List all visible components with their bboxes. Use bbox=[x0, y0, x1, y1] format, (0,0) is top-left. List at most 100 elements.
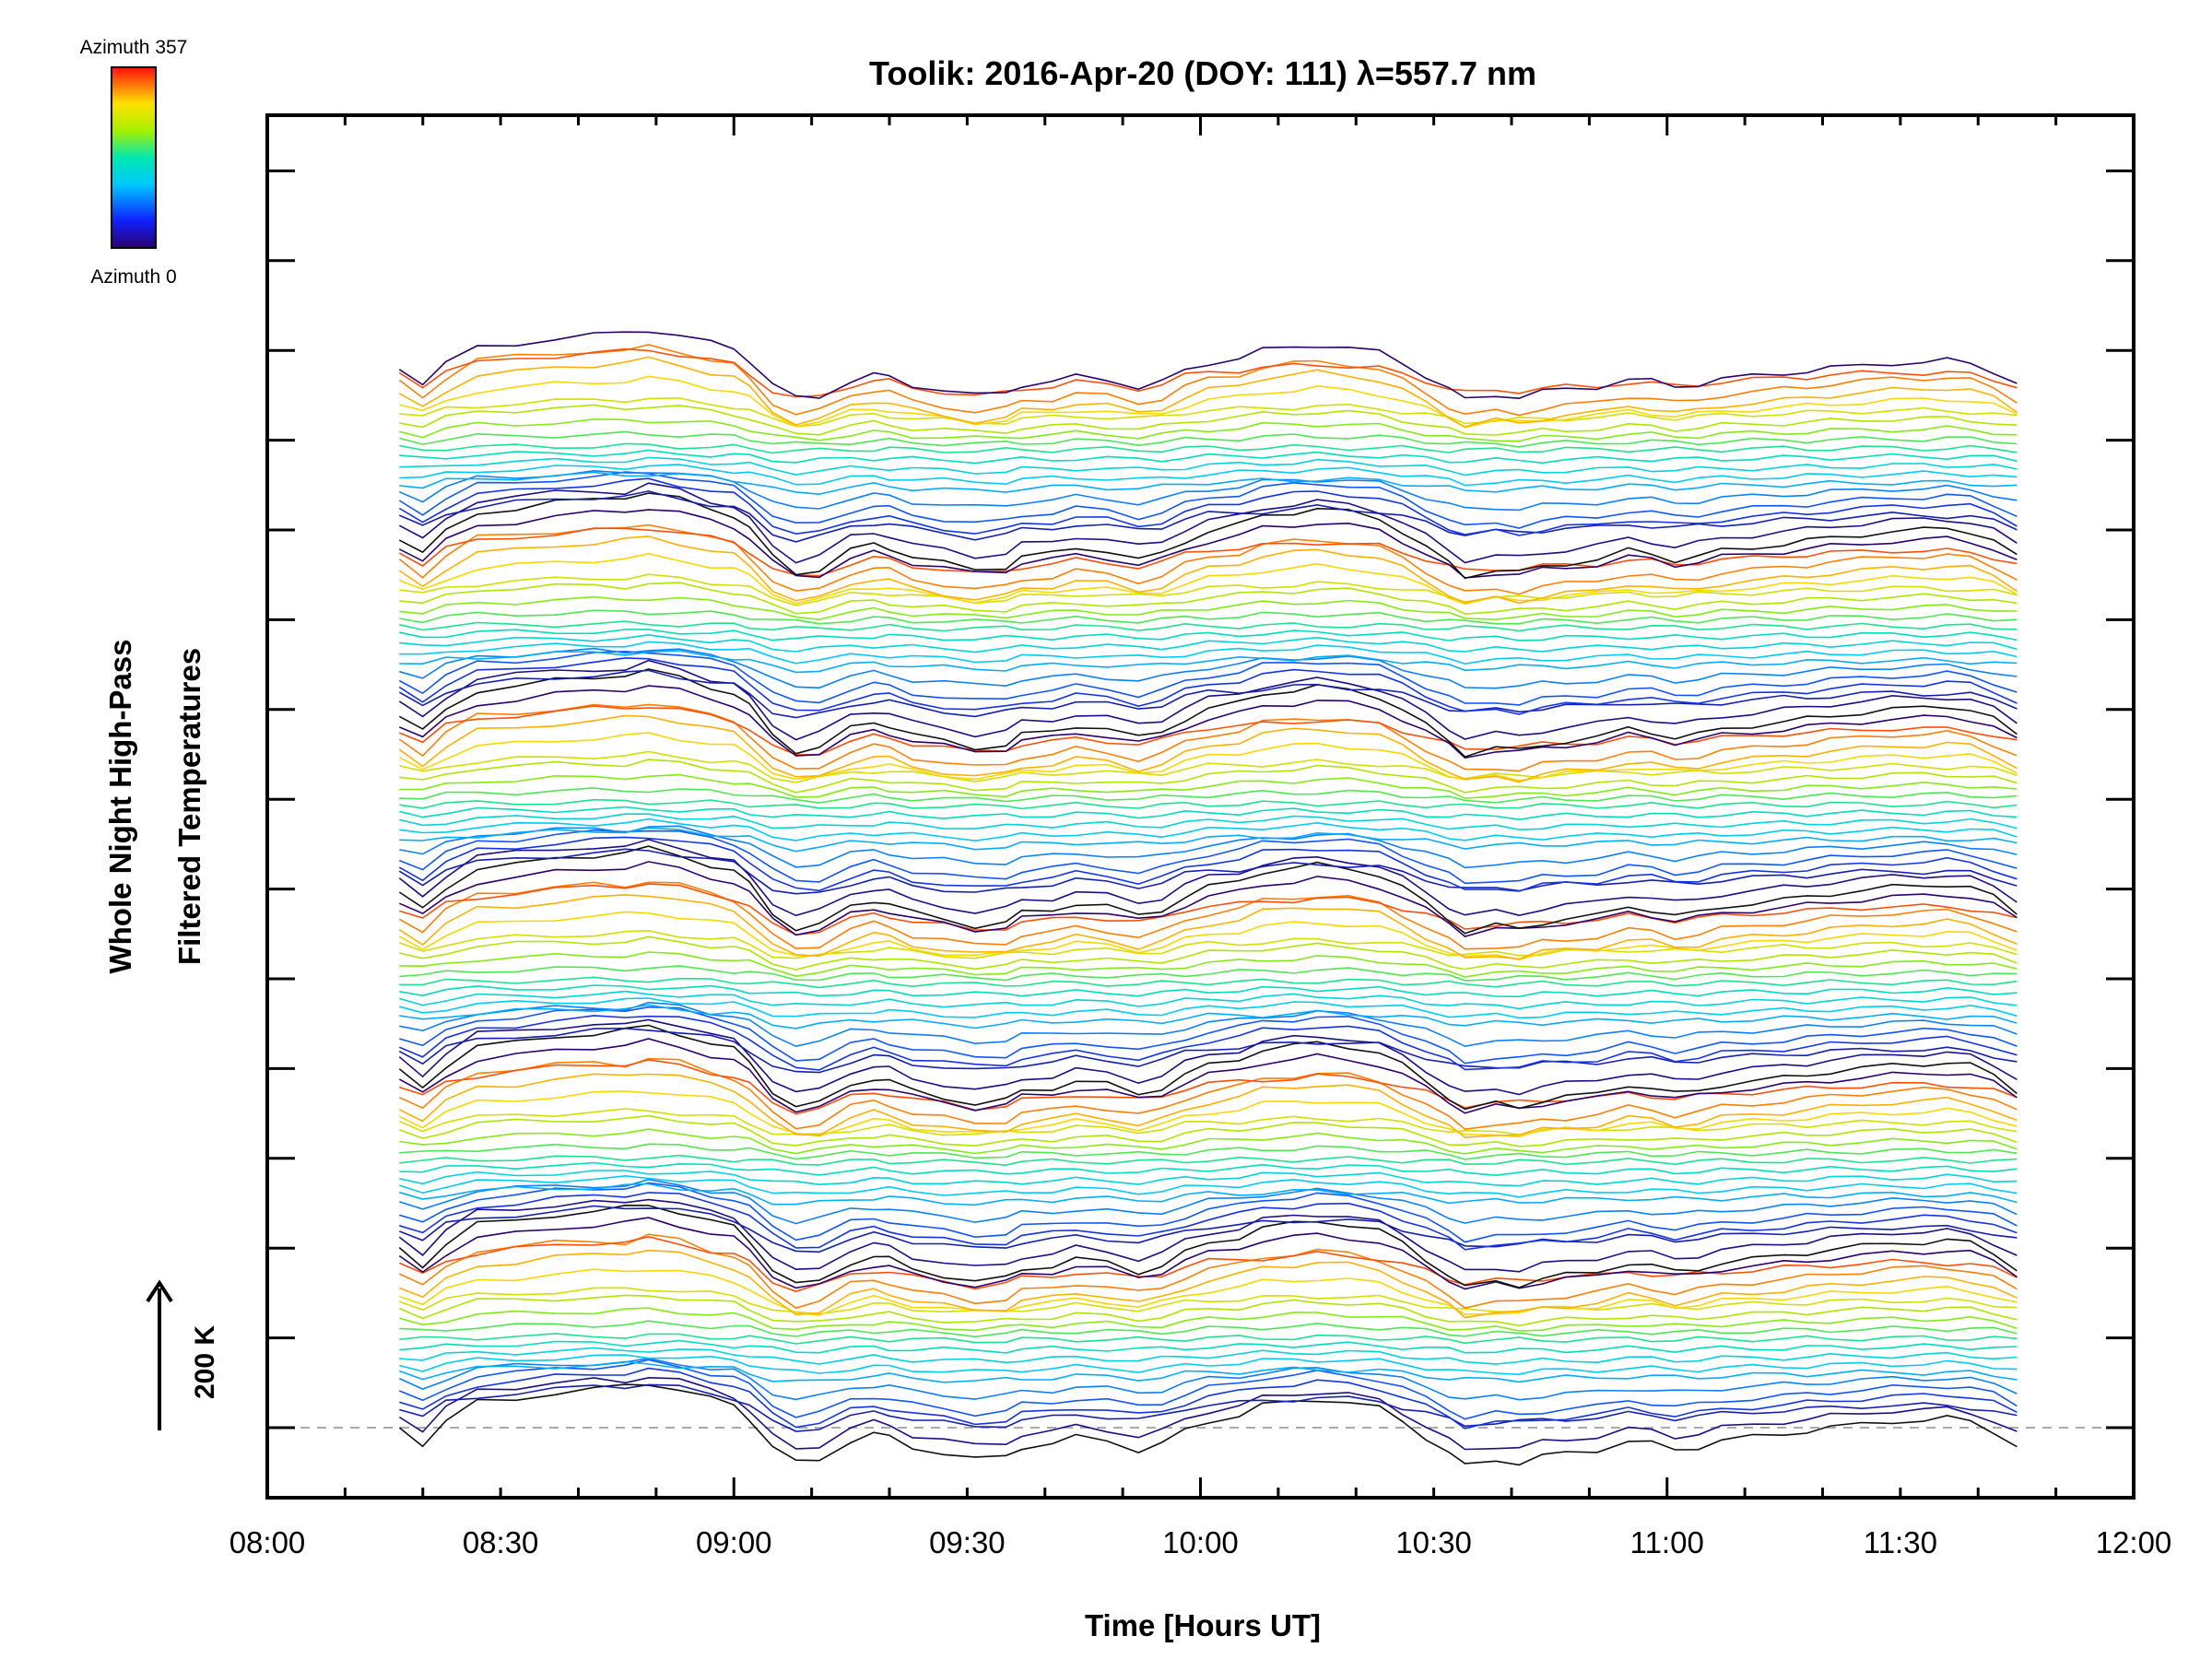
series-line-78 bbox=[399, 705, 2018, 756]
series-line-58 bbox=[399, 883, 2018, 936]
series-line-29 bbox=[399, 1161, 2018, 1177]
series-line-15 bbox=[399, 1268, 2018, 1316]
series-line-53 bbox=[399, 935, 2018, 971]
series-line-115 bbox=[399, 375, 2018, 429]
series-line-54 bbox=[399, 929, 2018, 959]
series-line-38 bbox=[399, 1058, 2018, 1115]
series-line-36 bbox=[398, 1073, 2018, 1138]
series-line-109 bbox=[399, 449, 2018, 465]
series-line-112 bbox=[399, 418, 2018, 442]
series-line-43 bbox=[398, 1015, 2018, 1071]
series-line-100 bbox=[398, 492, 2018, 580]
series-line-56 bbox=[398, 894, 2018, 960]
series-line-51 bbox=[399, 965, 2018, 982]
series-line-48 bbox=[399, 990, 2018, 1010]
series-line-108 bbox=[399, 456, 2018, 477]
series-line-18 bbox=[398, 1235, 2018, 1292]
series-line-34 bbox=[398, 1108, 2018, 1136]
series-line-96 bbox=[398, 535, 2018, 605]
series-line-76 bbox=[398, 714, 2018, 783]
series-line-104 bbox=[398, 471, 2018, 529]
series-line-46 bbox=[399, 1004, 2018, 1030]
series-line-9 bbox=[399, 1339, 2018, 1354]
series-line-31 bbox=[399, 1143, 2018, 1160]
series-line-94 bbox=[399, 573, 2018, 606]
series-line-101 bbox=[398, 482, 2018, 564]
series-line-62 bbox=[398, 848, 2018, 895]
series-line-63 bbox=[398, 836, 2018, 892]
series-line-10 bbox=[399, 1333, 2018, 1345]
series-line-110 bbox=[399, 442, 2018, 454]
series-line-64 bbox=[399, 829, 2018, 885]
series-line-87 bbox=[399, 641, 2018, 665]
scale-bar-arrowhead bbox=[146, 1279, 173, 1303]
series-line-103 bbox=[398, 477, 2018, 536]
series-line-40 bbox=[398, 1024, 2018, 1111]
x-tick-label: 08:30 bbox=[463, 1525, 539, 1559]
y-ticks bbox=[267, 169, 2134, 1430]
series-line-33 bbox=[399, 1114, 2018, 1147]
series-line-26 bbox=[399, 1182, 2018, 1206]
colorbar-min-label: Azimuth 0 bbox=[90, 266, 176, 288]
series-line-97 bbox=[398, 524, 2018, 595]
series-line-4 bbox=[398, 1359, 2018, 1420]
series-line-20 bbox=[398, 1204, 2018, 1288]
series-line-74 bbox=[399, 750, 2018, 783]
series-line-113 bbox=[399, 404, 2018, 436]
series-line-12 bbox=[399, 1307, 2018, 1332]
series-line-60 bbox=[398, 845, 2018, 935]
series-line-92 bbox=[399, 595, 2018, 621]
series-line-93 bbox=[399, 582, 2018, 616]
series-line-1 bbox=[398, 1376, 2018, 1451]
series-line-50 bbox=[399, 976, 2018, 989]
series-group bbox=[398, 331, 2018, 1466]
x-ticks: 08:00 08:30 09:00 09:30 10:00 10:30 11:00 11:30… bbox=[229, 115, 2172, 1559]
x-tick-label: 12:00 bbox=[2096, 1525, 2172, 1559]
series-line-106 bbox=[399, 471, 2018, 496]
series-line-6 bbox=[399, 1360, 2018, 1383]
series-line-52 bbox=[399, 951, 2018, 978]
series-line-61 bbox=[398, 839, 2018, 917]
series-line-84 bbox=[398, 650, 2018, 706]
x-tick-label: 11:00 bbox=[1630, 1525, 1704, 1559]
series-line-68 bbox=[399, 813, 2018, 830]
x-tick-label: 09:00 bbox=[696, 1525, 772, 1559]
series-line-114 bbox=[399, 397, 2018, 428]
series-line-0 bbox=[398, 1383, 2018, 1466]
series-line-57 bbox=[398, 881, 2018, 950]
plot-frame bbox=[265, 113, 2136, 1500]
series-line-49 bbox=[399, 984, 2018, 998]
series-line-23 bbox=[399, 1192, 2018, 1251]
series-line-89 bbox=[399, 629, 2018, 641]
series-line-25 bbox=[399, 1178, 2018, 1225]
series-line-11 bbox=[399, 1320, 2018, 1338]
series-line-86 bbox=[399, 650, 2018, 674]
series-line-22 bbox=[399, 1205, 2018, 1253]
series-line-117 bbox=[398, 344, 2018, 417]
series-line-116 bbox=[398, 356, 2018, 429]
series-line-14 bbox=[399, 1287, 2018, 1315]
series-line-2 bbox=[399, 1383, 2018, 1432]
series-line-8 bbox=[399, 1347, 2018, 1365]
series-line-13 bbox=[398, 1294, 2018, 1327]
series-line-111 bbox=[399, 430, 2018, 448]
chart-title: Toolik: 2016-Apr-20 (DOY: 111) λ=557.7 n… bbox=[869, 54, 1536, 92]
x-tick-label: 10:30 bbox=[1395, 1525, 1472, 1559]
series-line-70 bbox=[399, 798, 2018, 810]
series-line-59 bbox=[398, 861, 2018, 937]
series-line-32 bbox=[399, 1128, 2018, 1155]
x-tick-label: 11:30 bbox=[1864, 1525, 1937, 1559]
series-line-73 bbox=[399, 759, 2018, 794]
series-line-19 bbox=[398, 1217, 2018, 1290]
series-line-118 bbox=[398, 347, 2018, 398]
series-line-5 bbox=[398, 1357, 2018, 1401]
y-axis-title-line1: Whole Night High-Pass bbox=[103, 640, 137, 974]
series-line-37 bbox=[398, 1057, 2018, 1131]
series-line-41 bbox=[398, 1018, 2018, 1096]
series-line-67 bbox=[399, 818, 2018, 842]
series-line-27 bbox=[399, 1174, 2018, 1198]
series-line-107 bbox=[399, 464, 2018, 487]
series-line-66 bbox=[399, 827, 2018, 853]
series-line-69 bbox=[399, 806, 2018, 821]
series-line-3 bbox=[399, 1367, 2018, 1430]
